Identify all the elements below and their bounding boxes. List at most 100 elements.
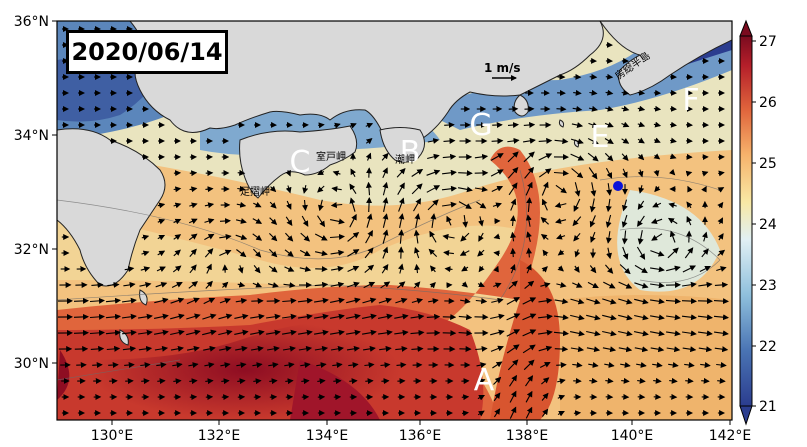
current-vector (493, 282, 502, 289)
current-vector (605, 377, 614, 384)
current-vector (538, 153, 553, 161)
current-vector (361, 313, 377, 320)
current-vector (717, 377, 726, 384)
current-vector (379, 345, 392, 352)
current-vector (682, 265, 696, 273)
current-vector (697, 314, 713, 321)
current-vector (173, 202, 182, 209)
current-vector (509, 390, 517, 403)
current-vector (236, 362, 247, 369)
x-tick-label: 136°E (399, 428, 442, 444)
current-vector (652, 362, 663, 368)
current-vector (138, 329, 153, 336)
current-vector (444, 122, 455, 129)
current-vector (669, 137, 677, 144)
current-vector (572, 361, 583, 368)
current-vector (541, 181, 549, 196)
current-vector (684, 247, 694, 259)
current-vector (314, 329, 329, 336)
current-vector (506, 344, 520, 354)
current-vector (234, 313, 249, 320)
current-vector (523, 151, 535, 163)
current-vector (298, 345, 313, 352)
current-vector (301, 215, 309, 227)
current-vector (668, 169, 676, 176)
current-vector (525, 406, 533, 419)
current-vector (205, 280, 213, 289)
current-vector (139, 281, 152, 288)
current-vector (493, 392, 501, 402)
current-vector (509, 406, 517, 419)
current-vector (605, 89, 614, 96)
current-vector (188, 281, 198, 289)
current-vector (478, 265, 485, 273)
current-vector (349, 122, 357, 129)
current-vector (666, 346, 681, 353)
current-vector (493, 376, 502, 385)
current-vector (397, 182, 405, 195)
current-vector (525, 214, 532, 227)
current-vector (381, 378, 390, 385)
current-vector (330, 265, 344, 272)
current-vector (202, 313, 217, 320)
x-tick-label: 130°E (91, 428, 134, 444)
current-vector (157, 250, 166, 257)
current-vector (428, 298, 439, 304)
current-vector (651, 233, 663, 241)
current-vector (669, 377, 678, 384)
current-vector (124, 266, 135, 273)
region-label-b: B (400, 135, 421, 170)
current-vector (428, 248, 438, 257)
current-vector (285, 185, 292, 194)
current-vector (122, 313, 137, 320)
current-vector (586, 346, 601, 353)
y-axis: 36°N 34°N 32°N 30°N (14, 14, 57, 372)
current-vector (138, 313, 153, 320)
current-vector (717, 187, 725, 193)
current-vector (574, 182, 581, 197)
current-vector (365, 138, 373, 145)
current-vector (203, 345, 216, 352)
current-vector (557, 249, 565, 256)
current-vector (682, 281, 697, 288)
current-vector (571, 168, 584, 179)
current-vector (637, 137, 645, 144)
current-vector (429, 230, 437, 243)
current-vector (653, 105, 662, 112)
current-vector (667, 217, 678, 225)
current-vector (506, 297, 520, 305)
current-vector (297, 297, 313, 304)
current-vector (556, 105, 567, 112)
current-vector (253, 378, 262, 385)
current-vector (284, 362, 295, 369)
current-vector (668, 202, 677, 209)
current-vector (669, 153, 677, 160)
current-vector (314, 297, 329, 304)
current-vector (510, 231, 517, 242)
current-vector (382, 246, 389, 259)
current-vector (282, 345, 296, 352)
current-vector (219, 218, 231, 224)
current-vector (620, 362, 631, 368)
current-vector (156, 266, 166, 272)
current-vector (637, 215, 645, 227)
current-vector (714, 281, 729, 288)
current-vector (491, 137, 504, 144)
current-vector (364, 362, 375, 369)
current-vector (553, 330, 569, 337)
current-vector (349, 378, 358, 385)
current-vector (462, 215, 469, 228)
current-vector (681, 298, 697, 305)
current-vector (347, 249, 360, 257)
current-vector (553, 170, 569, 177)
current-vector (602, 346, 617, 353)
current-vector (365, 152, 372, 161)
current-vector (317, 378, 326, 385)
current-vector (477, 410, 485, 417)
current-vector (269, 217, 278, 225)
current-vector (314, 250, 328, 257)
current-vector (538, 313, 553, 320)
current-vector (395, 297, 408, 304)
current-vector (570, 138, 584, 145)
current-vector (684, 362, 695, 368)
